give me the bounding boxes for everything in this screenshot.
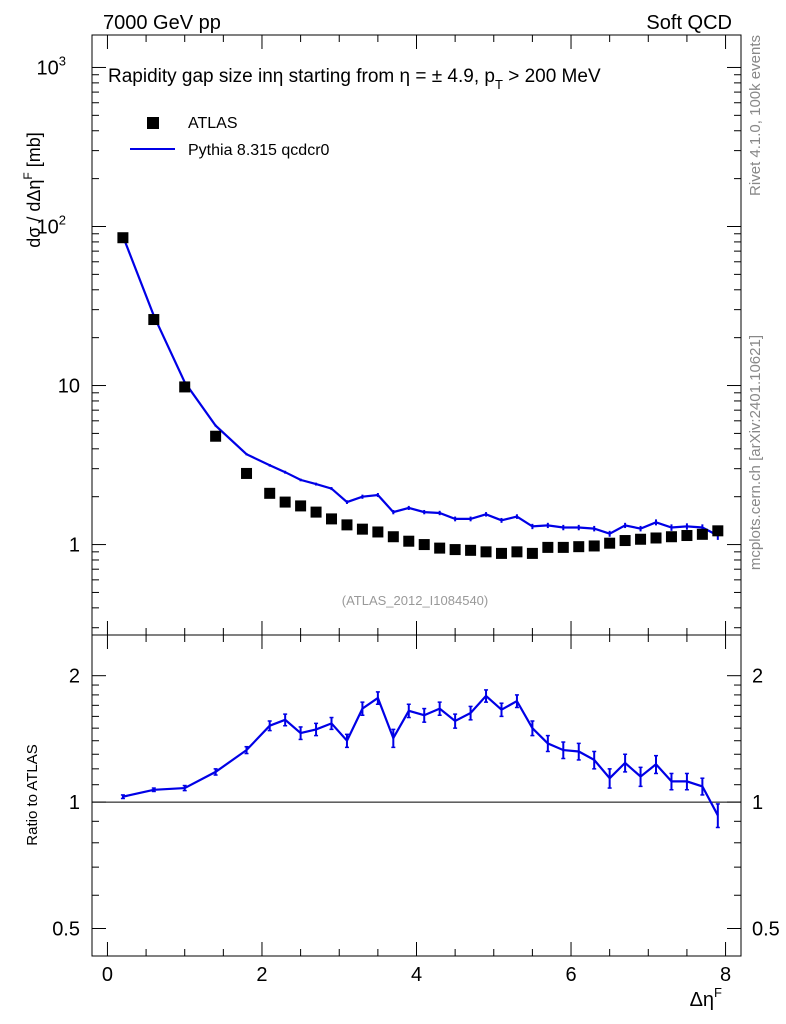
atlas-data-point [356, 523, 368, 535]
atlas-data-point [526, 547, 538, 559]
atlas-data-point [681, 530, 693, 542]
ratio-plot-area [92, 689, 741, 829]
y-tick-label-ratio-left: 2 [69, 666, 80, 688]
y-tick-label-main: 10 [58, 376, 80, 398]
atlas-data-point [341, 519, 353, 531]
atlas-data-point [665, 531, 677, 543]
main-y-axis-title-text: dσ / dΔη [24, 180, 44, 248]
ratio-panel-frame [91, 634, 742, 957]
ratio-y-axis-title: Ratio to ATLAS [24, 744, 41, 845]
x-tick-label: 4 [411, 964, 422, 986]
ratio-line [122, 694, 719, 816]
y-tick-label-ratio-left: 1 [69, 792, 80, 814]
atlas-data-point [372, 526, 384, 538]
title-mid: starting from [283, 66, 399, 87]
atlas-data-point [403, 535, 415, 547]
atlas-data-point [619, 535, 631, 547]
atlas-data-point [418, 539, 430, 551]
legend-data-marker [147, 117, 159, 129]
atlas-data-point [588, 540, 600, 552]
title-eq: η = ± 4.9, p [400, 66, 495, 87]
atlas-data-point [241, 467, 253, 479]
x-tick-label: 2 [256, 964, 267, 986]
atlas-data-point [279, 496, 291, 508]
atlas-data-point [557, 541, 569, 553]
title-eta: η [273, 66, 284, 87]
x-axis-title-text: Δη [690, 989, 714, 1011]
legend-mc-label: Pythia 8.315 qcdcr0 [188, 142, 330, 159]
y-tick-label-ratio-right: 2 [752, 666, 763, 688]
x-tick-label: 8 [720, 964, 731, 986]
y-tick-label-ratio-right: 1 [752, 792, 763, 814]
atlas-data-point [210, 430, 222, 442]
main-y-axis-title: dσ / dΔηF [mb] [21, 132, 44, 248]
atlas-data-point [635, 533, 647, 545]
atlas-data-point [387, 531, 399, 543]
atlas-data-point [310, 506, 322, 518]
atlas-data-point [434, 542, 446, 554]
atlas-data-point [650, 532, 662, 544]
header-right: Soft QCD [646, 12, 732, 34]
atlas-data-point [480, 546, 492, 558]
atlas-data-point [511, 546, 523, 558]
main-plot-area [117, 232, 724, 559]
main-y-axis-title-unit: [mb] [24, 132, 44, 172]
legend-data-label: ATLAS [188, 115, 238, 132]
atlas-data-point [179, 381, 191, 393]
plot-title: Rapidity gap size inη starting from η = … [108, 66, 601, 92]
y-tick-label-ratio-right: 0.5 [752, 918, 780, 940]
atlas-data-point [148, 314, 160, 326]
atlas-data-point [604, 537, 616, 549]
y-tick-label-main: 1 [69, 535, 80, 557]
title-sub: T [495, 77, 503, 92]
main-y-axis-title-sup: F [21, 172, 35, 179]
rivet-label: Rivet 4.1.0, 100k events [747, 35, 764, 196]
atlas-data-point [295, 500, 307, 512]
atlas-data-point [712, 525, 724, 537]
x-tick-label: 0 [102, 964, 113, 986]
atlas-data-point [449, 544, 461, 556]
header-left: 7000 GeV pp [103, 12, 221, 34]
mcplots-label: mcplots.cern.ch [arXiv:2401.10621] [747, 335, 764, 570]
x-tick-label: 6 [565, 964, 576, 986]
mc-line [121, 235, 719, 537]
atlas-data-point [495, 547, 507, 559]
atlas-data-point [326, 513, 338, 525]
x-axis-title: ΔηF [690, 985, 722, 1011]
y-tick-label-main: 103 [37, 53, 66, 79]
title-tail: > 200 MeV [503, 66, 601, 87]
atlas-data-point [573, 541, 585, 553]
atlas-data-point [264, 487, 276, 499]
title-main: Rapidity gap size in [108, 66, 273, 87]
y-tick-label-main: 102 [37, 212, 66, 238]
atlas-data-point [465, 544, 477, 556]
axis-ticks: 0 2 4 6 8 1 10 102 103 0.5 0.5 1 1 2 2 [37, 35, 780, 986]
analysis-watermark: (ATLAS_2012_I1084540) [342, 593, 488, 608]
x-axis-title-sup: F [714, 985, 722, 1000]
atlas-data-point [542, 541, 554, 553]
atlas-data-point [117, 232, 129, 244]
y-tick-label-ratio-left: 0.5 [52, 918, 80, 940]
atlas-data-point [696, 528, 708, 540]
